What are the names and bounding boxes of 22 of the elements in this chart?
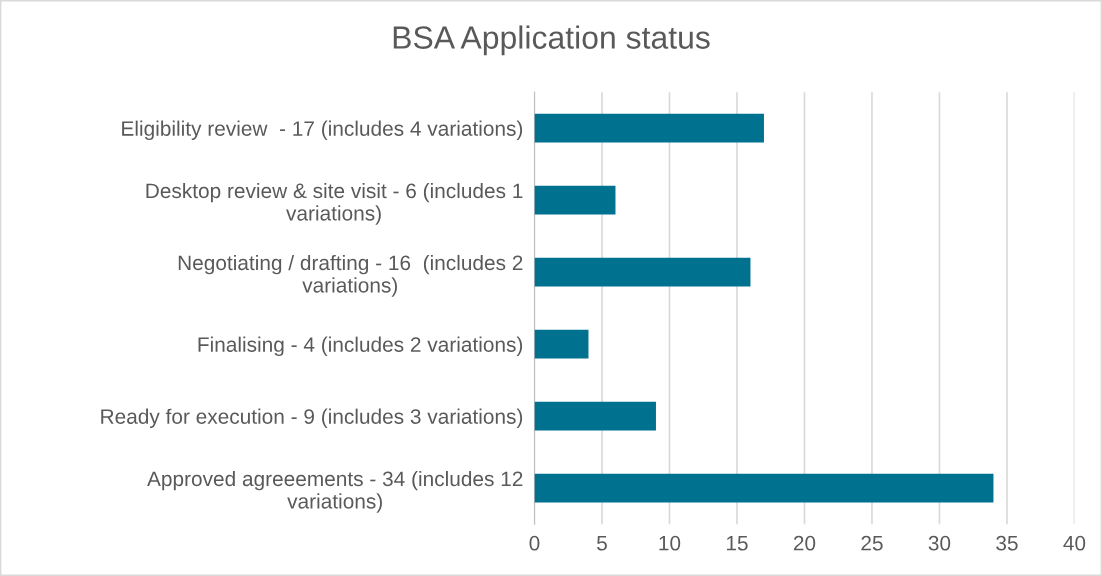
y-tick-label: Approved agreeements - 34 (includes 12 variations) [147, 470, 523, 513]
x-tick-label: 5 [597, 536, 607, 551]
x-tick-label: 40 [1063, 535, 1086, 551]
y-tick-label: Desktop review & site visit - 6 (includes 1 variations) [146, 182, 523, 225]
bar [534, 329, 589, 359]
x-tick-label: 30 [928, 535, 951, 551]
x-tick-label: 25 [861, 535, 883, 551]
x-tick-label: 10 [659, 535, 681, 551]
bar [534, 257, 751, 287]
bar [534, 473, 994, 503]
y-tick-label: Negotiating / drafting - 16 (includes 2 variations) [178, 254, 523, 297]
chart-title: BSA Application status [393, 25, 710, 56]
x-tick-label: 35 [996, 535, 1018, 551]
y-tick-label: Finalising - 4 (includes 2 variations) [198, 336, 523, 357]
x-tick-label: 20 [793, 535, 816, 551]
bar [534, 185, 616, 215]
bar [534, 401, 656, 431]
x-tick-label: 15 [726, 536, 748, 551]
y-tick-label: Eligibility review - 17 (includes 4 variations) [122, 120, 523, 141]
bar [534, 113, 764, 143]
x-tick-label: 0 [529, 535, 540, 551]
y-tick-label: Ready for execution - 9 (includes 3 variations) [101, 408, 523, 429]
